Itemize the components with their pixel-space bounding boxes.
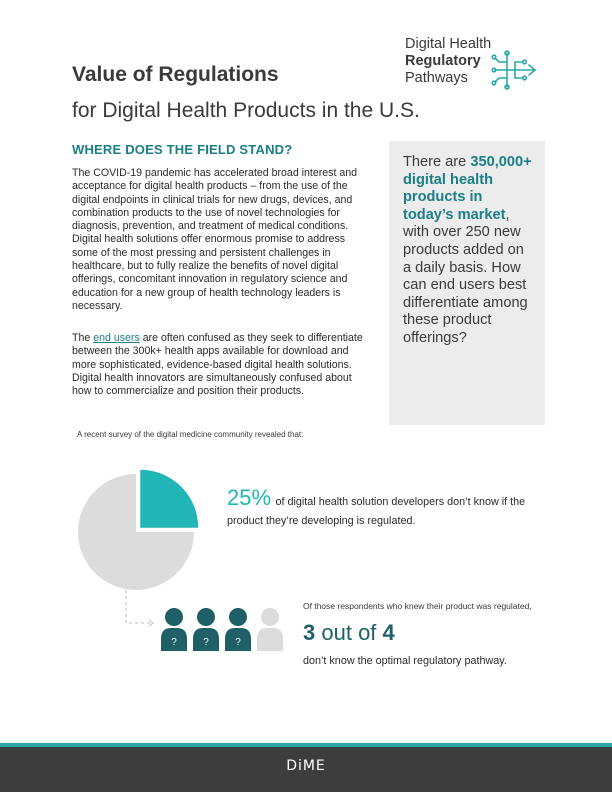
paragraph-text: are often confused as they seek to diffe… xyxy=(72,332,363,398)
section-heading: WHERE DOES THE FIELD STAND? xyxy=(72,142,293,157)
brand-line-3: Pathways xyxy=(405,70,468,86)
person-unknown-icon: ? xyxy=(225,608,251,651)
footer: DiME xyxy=(0,747,612,792)
dashed-connector xyxy=(125,590,154,627)
stat2-connector: out of xyxy=(321,620,377,645)
footer-logo: DiME xyxy=(286,758,326,774)
pie-chart xyxy=(78,469,199,590)
callout-box: There are 350,000+ digital health produc… xyxy=(389,141,545,425)
footer-accent-line xyxy=(0,743,612,747)
page-title: Value of Regulations xyxy=(72,63,279,86)
pie-remaining-slice xyxy=(78,474,194,590)
paragraph-text: The xyxy=(72,332,91,344)
question-mark: ? xyxy=(171,637,177,648)
brand-line-1: Digital Health xyxy=(405,36,492,52)
pie-highlight-slice xyxy=(140,469,199,528)
callout-highlight: 350,000+ digital health products in toda… xyxy=(403,154,532,223)
end-users-paragraph: The end users are often confused as they… xyxy=(72,332,370,398)
intro-paragraph: The COVID-19 pandemic has accelerated br… xyxy=(72,167,358,312)
question-mark: ? xyxy=(235,637,241,648)
stat-regulated-unknown: 25% of digital health solution developer… xyxy=(227,485,557,529)
person-unknown-icon: ? xyxy=(161,608,187,651)
end-users-link[interactable]: end users xyxy=(93,332,140,344)
stat2-denominator: 4 xyxy=(382,620,395,645)
callout-text-pre: There are xyxy=(403,154,467,170)
brand-line-2: Regulatory xyxy=(405,53,481,69)
person-known-icon xyxy=(257,608,283,651)
callout-text-post: , with over 250 new products added on a … xyxy=(403,206,528,346)
brand-logo: Digital Health Regulatory Pathways xyxy=(405,36,545,90)
stat2-note: don’t know the optimal regulatory pathwa… xyxy=(303,655,507,667)
stat2-ratio: 3 out of 4 xyxy=(303,620,395,646)
question-mark: ? xyxy=(203,637,209,648)
survey-intro: A recent survey of the digital medicine … xyxy=(77,430,304,439)
person-unknown-icon: ? xyxy=(193,608,219,651)
stat-description: of digital health solution developers do… xyxy=(227,496,526,527)
circuit-arrow-icon xyxy=(491,50,537,90)
people-icons: ??? xyxy=(161,608,283,651)
stat2-intro: Of those respondents who knew their prod… xyxy=(303,601,532,611)
stat2-numerator: 3 xyxy=(303,620,316,645)
stat-percent: 25% xyxy=(227,485,272,510)
page-subtitle: for Digital Health Products in the U.S. xyxy=(72,99,420,122)
